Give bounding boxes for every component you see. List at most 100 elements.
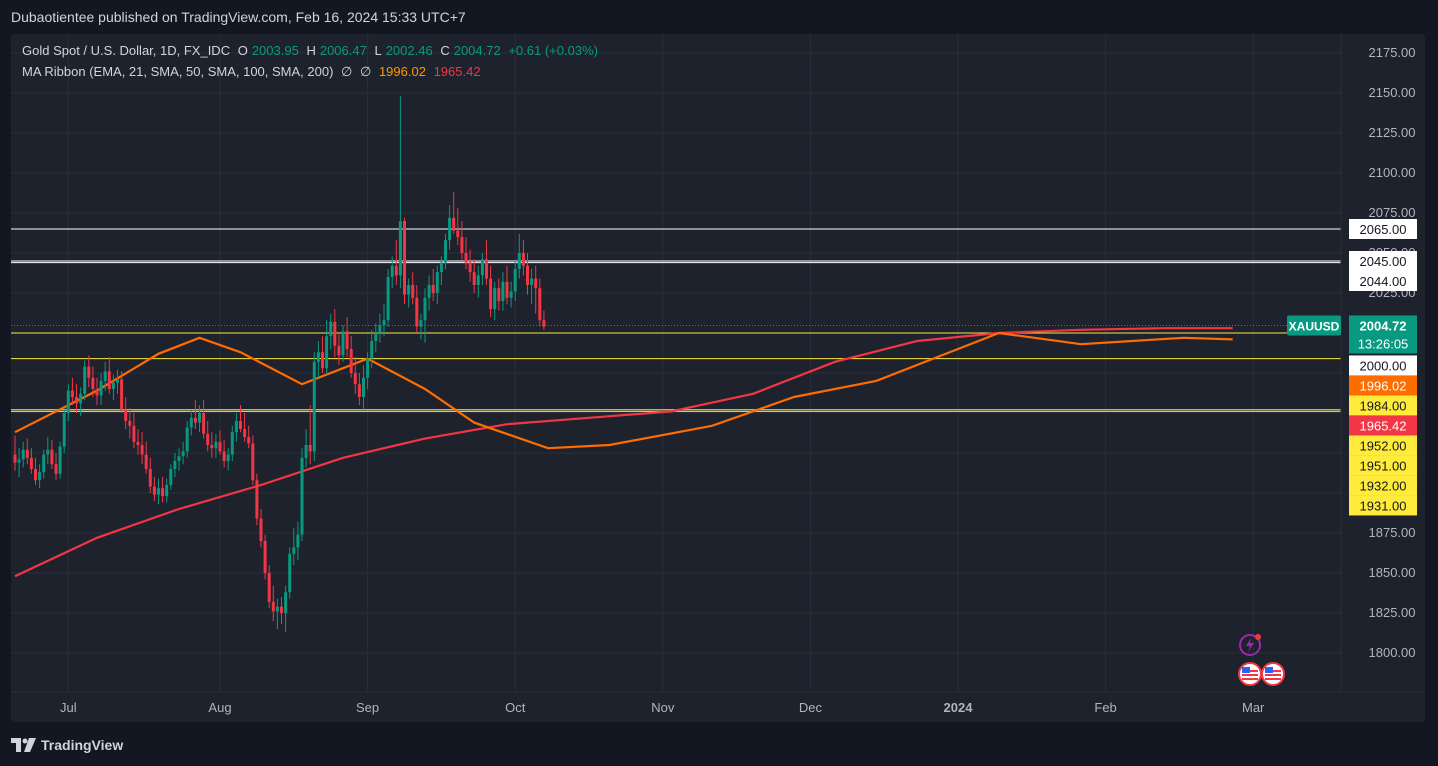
- ma-value-1: 1996.02: [378, 64, 426, 79]
- candle-body: [394, 265, 398, 276]
- ma-label[interactable]: MA Ribbon (EMA, 21, SMA, 50, SMA, 100, S…: [22, 64, 334, 79]
- candle-body: [152, 486, 156, 495]
- candle-body: [419, 320, 423, 327]
- candle-body: [103, 371, 107, 381]
- candle-body: [415, 297, 419, 327]
- price-label-text: 1931.00: [1360, 498, 1407, 513]
- candle-body: [259, 518, 263, 541]
- candle-body: [193, 417, 197, 423]
- y-tick-label: 2175.00: [1369, 45, 1416, 60]
- candle-body: [165, 485, 169, 497]
- lightning-icon[interactable]: [1238, 632, 1264, 658]
- candle-body: [251, 443, 255, 481]
- candle-body: [329, 321, 333, 337]
- chart-panel[interactable]: 1800.001825.001850.001875.001900.001925.…: [11, 34, 1425, 722]
- close-label: C: [440, 43, 450, 58]
- candle-body: [161, 488, 165, 497]
- candle-body: [542, 320, 546, 327]
- candle-body: [456, 230, 460, 237]
- candle-body: [509, 291, 513, 298]
- y-tick-label: 1800.00: [1369, 645, 1416, 660]
- candle-body: [489, 278, 493, 309]
- candle-body: [534, 278, 538, 289]
- candle-body: [476, 275, 480, 285]
- candle-body: [25, 449, 29, 458]
- candle-body: [468, 262, 472, 273]
- candle-body: [431, 285, 435, 293]
- ma-na-2: ∅: [360, 64, 372, 79]
- candle-body: [226, 454, 230, 461]
- ma-value-2: 1965.42: [433, 64, 481, 79]
- candle-body: [214, 441, 218, 449]
- x-tick-label: 2024: [944, 700, 974, 715]
- countdown-text: 13:26:05: [1358, 336, 1409, 351]
- candle-body: [271, 601, 275, 612]
- candle-body: [296, 534, 300, 548]
- price-label-box: [1349, 251, 1417, 271]
- price-label-box: [1349, 415, 1417, 436]
- candle-body: [116, 379, 119, 383]
- candle-body: [70, 390, 74, 397]
- price-label-text: 1996.02: [1360, 378, 1407, 393]
- candle-body: [132, 425, 136, 442]
- x-tick-label: Nov: [651, 700, 675, 715]
- candle-body: [439, 262, 443, 273]
- candle-body: [357, 384, 361, 397]
- low-label: L: [374, 43, 382, 58]
- ma-na-1: ∅: [341, 64, 353, 79]
- candle-body: [79, 393, 83, 404]
- candle-body: [386, 277, 390, 321]
- candle-body: [198, 413, 201, 423]
- candle-body: [157, 488, 160, 495]
- price-label-box: [1349, 375, 1417, 396]
- last-price-text: 2004.72: [1360, 318, 1407, 333]
- candle-body: [267, 573, 271, 602]
- high-label: H: [306, 43, 316, 58]
- y-tick-label: 1875.00: [1369, 525, 1416, 540]
- candle-body: [42, 454, 46, 473]
- price-label-box: [1349, 395, 1417, 416]
- price-label-text: 2000.00: [1360, 358, 1407, 373]
- candle-body: [480, 259, 484, 276]
- candle-body: [202, 413, 206, 434]
- candle-body: [91, 377, 95, 389]
- candle-body: [136, 441, 140, 445]
- candle-body: [337, 345, 341, 356]
- x-tick-label: Oct: [505, 700, 526, 715]
- candle-body: [263, 541, 267, 573]
- open-label: O: [237, 43, 248, 58]
- candle-body: [284, 592, 288, 613]
- candle-body: [427, 285, 431, 298]
- price-label-text: 2044.00: [1360, 274, 1407, 289]
- x-tick-label: Mar: [1242, 700, 1265, 715]
- chart-canvas[interactable]: 1800.001825.001850.001875.001900.001925.…: [11, 34, 1425, 722]
- candle-body: [403, 221, 406, 295]
- price-label-text: 1932.00: [1360, 478, 1407, 493]
- candle-body: [50, 449, 54, 465]
- tradingview-logo-icon: [11, 738, 36, 752]
- candle-body: [148, 469, 152, 487]
- candle-body: [316, 352, 320, 362]
- candle-body: [304, 445, 308, 458]
- symbol-label[interactable]: Gold Spot / U.S. Dollar, 1D, FX_IDC: [22, 43, 231, 58]
- candle-body: [210, 445, 214, 449]
- candle-body: [128, 421, 132, 426]
- footer-brand[interactable]: TradingView: [11, 734, 123, 756]
- candle-body: [218, 441, 222, 452]
- candle-body: [124, 409, 128, 421]
- y-tick-label: 2125.00: [1369, 125, 1416, 140]
- candle-body: [300, 457, 304, 535]
- price-label-box: [1349, 271, 1417, 291]
- candle-body: [353, 373, 357, 385]
- candle-body: [513, 269, 517, 292]
- candle-body: [177, 456, 181, 461]
- candle-body: [46, 449, 50, 455]
- candle-body: [243, 429, 247, 437]
- candle-body: [460, 237, 464, 253]
- candle-body: [423, 297, 427, 321]
- candle-body: [173, 461, 177, 469]
- us-flag-event-icon-2[interactable]: [1260, 661, 1286, 687]
- candle-body: [247, 437, 251, 444]
- x-tick-label: Feb: [1094, 700, 1116, 715]
- publish-header-text: Dubaotientee published on TradingView.co…: [11, 9, 466, 25]
